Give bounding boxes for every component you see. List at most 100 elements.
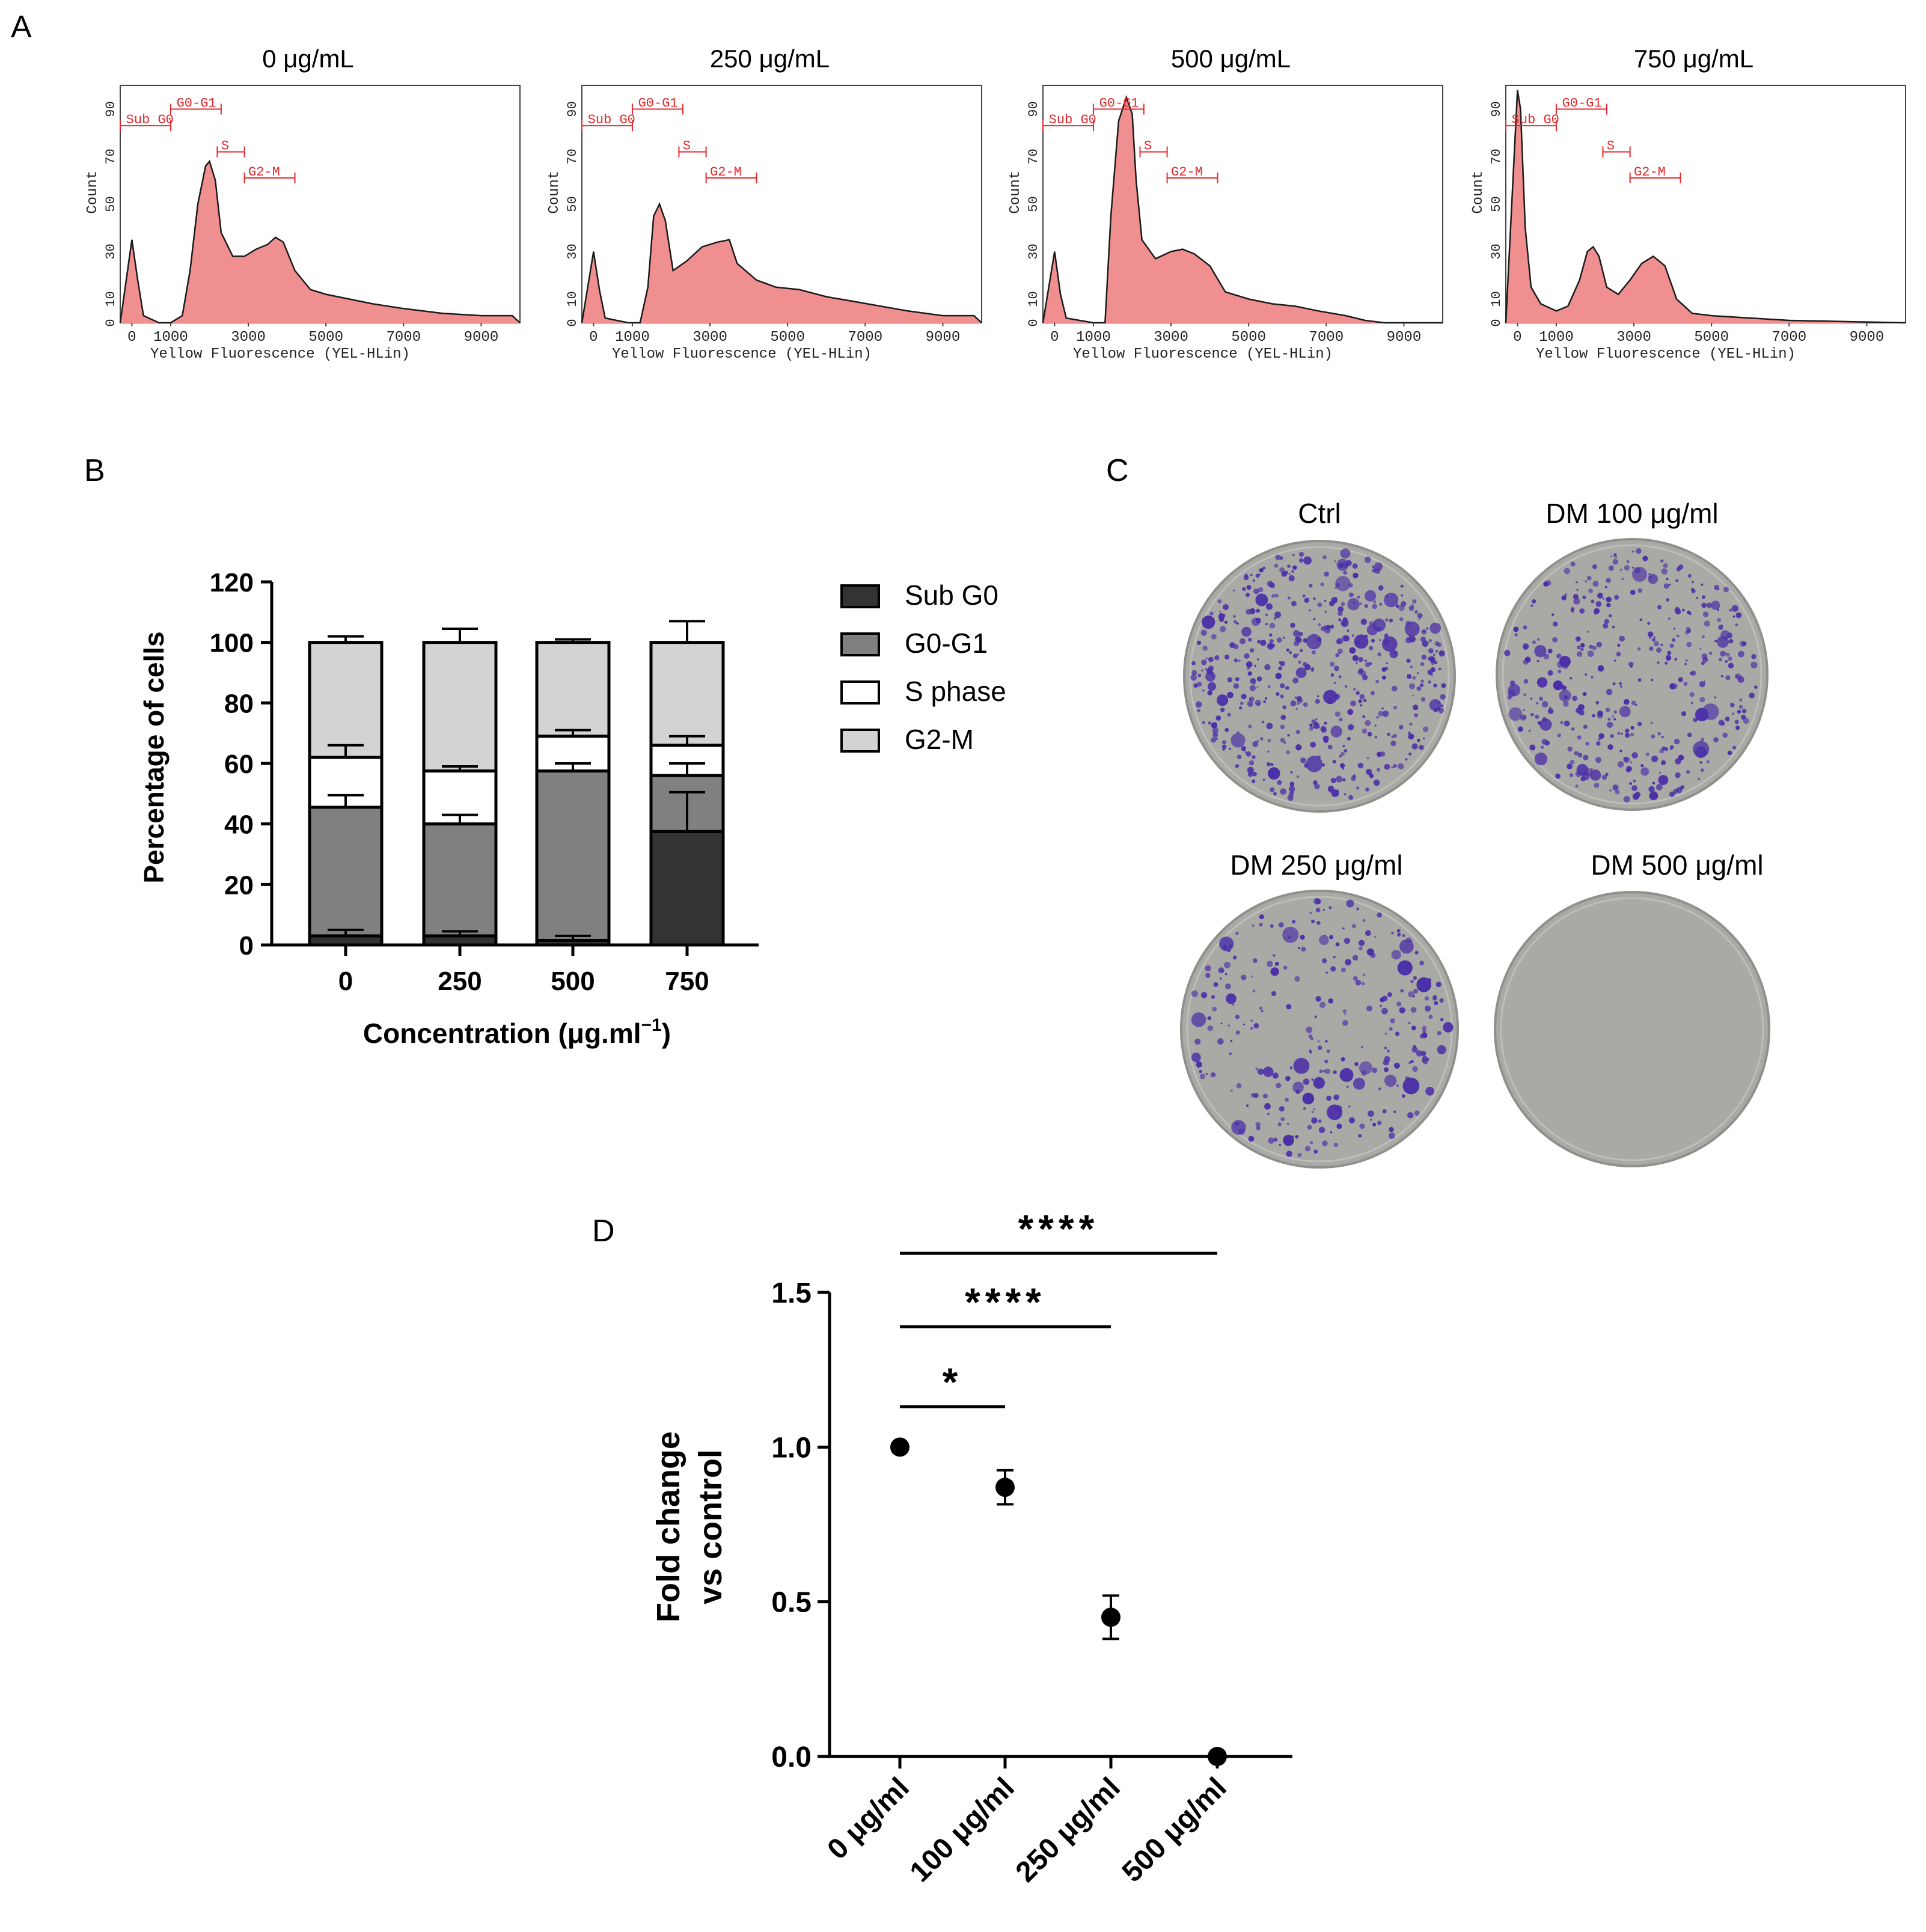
- colony: [1407, 1112, 1414, 1119]
- colony: [1576, 636, 1581, 641]
- colony: [1735, 726, 1740, 730]
- colony: [1408, 991, 1414, 998]
- colony: [1370, 1119, 1372, 1121]
- histogram-panel: 0 μg/mL 0 1000 3000 5000 7000 9000 Yellow Fluor…: [85, 44, 521, 362]
- colony: [1576, 763, 1588, 776]
- colony: [1668, 583, 1671, 586]
- colony: [1330, 673, 1334, 677]
- colony: [1427, 978, 1432, 982]
- colony: [1551, 613, 1555, 616]
- colony: [1334, 711, 1341, 717]
- colony: [1701, 738, 1705, 742]
- colony: [1220, 626, 1226, 632]
- colony: [1259, 914, 1264, 920]
- colony: [1393, 1062, 1400, 1069]
- colony: [1377, 652, 1382, 656]
- colony: [1249, 696, 1255, 702]
- colony: [1428, 1014, 1433, 1019]
- colony: [1538, 696, 1544, 701]
- colony: [1267, 1113, 1270, 1115]
- colony: [1586, 631, 1589, 633]
- colony: [1280, 683, 1285, 688]
- colony: [1366, 624, 1378, 636]
- colony: [1207, 690, 1212, 695]
- colony: [1580, 647, 1584, 651]
- colony: [1362, 919, 1366, 922]
- colony: [1623, 796, 1630, 802]
- histogram-y-tick-label: 50: [1026, 196, 1041, 212]
- colony: [1408, 1061, 1411, 1064]
- colony: [1247, 772, 1253, 777]
- colony: [1416, 1050, 1423, 1057]
- colony: [1339, 717, 1343, 722]
- colony: [1361, 1071, 1367, 1076]
- colony: [1359, 602, 1363, 605]
- colony: [1508, 707, 1523, 721]
- colony: [1303, 556, 1312, 565]
- colony: [1635, 704, 1637, 706]
- colony: [1193, 683, 1198, 688]
- colony: [1248, 724, 1252, 729]
- colony: [1677, 634, 1680, 638]
- colony: [1630, 590, 1636, 595]
- dish-title: DM 500 μg/ml: [1591, 849, 1763, 881]
- colony: [1325, 971, 1328, 974]
- colony: [1439, 998, 1444, 1003]
- colony: [1235, 931, 1239, 935]
- colony: [1508, 689, 1515, 697]
- colony: [1714, 585, 1719, 590]
- colony: [1597, 711, 1603, 717]
- colony: [1663, 563, 1668, 569]
- colony: [1279, 567, 1285, 573]
- colony: [1564, 593, 1568, 597]
- colony: [1327, 744, 1333, 750]
- colony: [1399, 617, 1404, 622]
- colony: [1686, 770, 1690, 774]
- colony: [1384, 1032, 1387, 1035]
- colony: [1603, 623, 1609, 629]
- colony: [1262, 778, 1265, 781]
- colony: [1435, 982, 1441, 988]
- colony: [1270, 582, 1276, 588]
- colony: [1230, 1089, 1233, 1092]
- colony: [1256, 676, 1262, 682]
- colony: [1397, 932, 1401, 937]
- colony: [1422, 1056, 1428, 1062]
- colony: [1539, 718, 1552, 731]
- histogram-x-tick-label: 3000: [692, 329, 727, 346]
- histogram-area: [582, 204, 982, 323]
- colony: [1318, 1119, 1322, 1123]
- colony: [1232, 955, 1237, 960]
- colony: [1311, 719, 1316, 724]
- colony: [1626, 766, 1632, 772]
- colony: [1341, 751, 1345, 756]
- colony: [1233, 615, 1236, 618]
- gate-label: G2-M: [1171, 165, 1203, 180]
- colony: [1365, 662, 1371, 667]
- colony: [1645, 752, 1649, 756]
- colony: [1312, 1111, 1314, 1113]
- colony: [1340, 548, 1351, 558]
- colony: [1327, 1104, 1343, 1120]
- colony: [1227, 677, 1233, 683]
- histogram-y-tick-label: 90: [1489, 101, 1504, 117]
- colony: [1276, 1083, 1282, 1089]
- colony: [1264, 1103, 1271, 1110]
- colony: [1288, 573, 1291, 575]
- colony: [1686, 641, 1692, 647]
- colony: [1303, 1107, 1306, 1110]
- colony: [1297, 703, 1299, 705]
- colony: [1208, 721, 1212, 725]
- colony: [1662, 746, 1666, 751]
- colony: [1567, 763, 1573, 769]
- colony: [1202, 721, 1205, 724]
- colony: [1328, 906, 1332, 909]
- colony: [1266, 603, 1273, 610]
- colony: [1617, 761, 1624, 768]
- colony: [1655, 784, 1663, 790]
- colony: [1661, 736, 1664, 739]
- colony: [1229, 642, 1235, 648]
- colony: [1316, 637, 1322, 642]
- colony: [1397, 960, 1413, 976]
- histogram-x-tick-label: 9000: [464, 329, 499, 346]
